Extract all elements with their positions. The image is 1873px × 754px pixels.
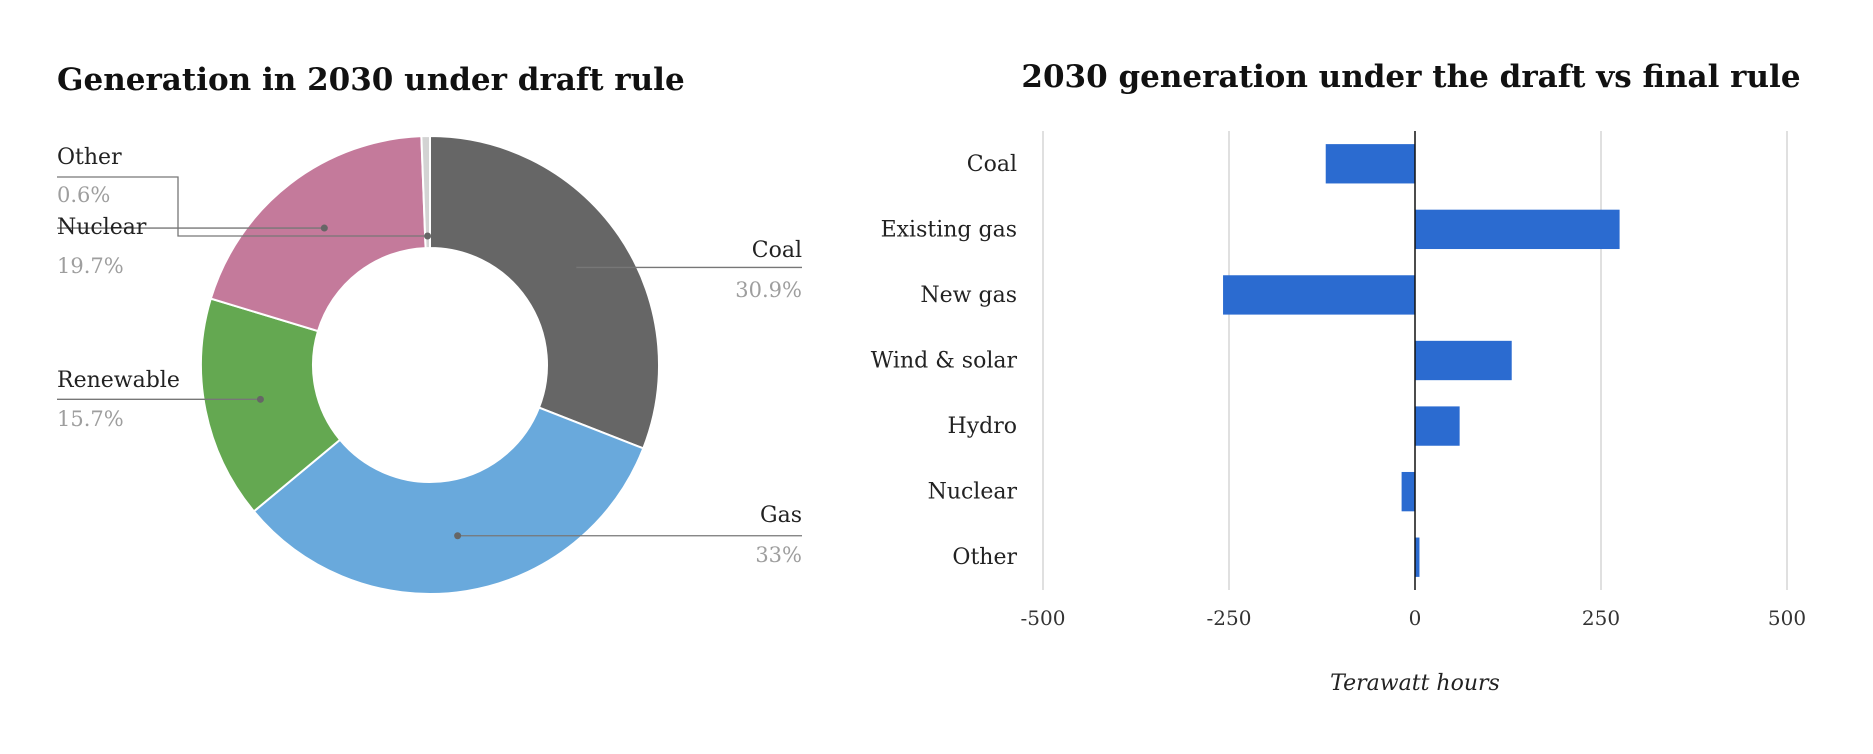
leader-dot-other bbox=[424, 232, 432, 240]
x-tick-label: -500 bbox=[1021, 606, 1066, 630]
bar-hydro bbox=[1415, 406, 1460, 446]
donut-chart: Generation in 2030 under draft rule Othe… bbox=[57, 62, 802, 595]
leader-dot-renewable bbox=[256, 395, 264, 403]
category-label-coal: Coal bbox=[967, 152, 1017, 177]
bar-category-labels: Coal Existing gas New gas Wind & solar Hydro… bbox=[871, 152, 1018, 570]
bar-wind-solar bbox=[1415, 340, 1512, 381]
pie-slice-nuclear bbox=[209, 135, 427, 333]
category-label-other: Other bbox=[952, 545, 1017, 570]
x-tick-label: 0 bbox=[1409, 606, 1422, 630]
bar-existing-gas bbox=[1415, 209, 1620, 250]
donut-chart-title: Generation in 2030 under draft rule bbox=[57, 62, 685, 98]
bar-coal bbox=[1325, 144, 1415, 184]
pie-slice-renewable bbox=[200, 297, 342, 513]
bar-chart-title: 2030 generation under the draft vs final… bbox=[1021, 59, 1800, 95]
slice-label-gas: Gas bbox=[760, 503, 802, 528]
slice-label-nuclear: Nuclear bbox=[57, 215, 147, 240]
slice-value-nuclear: 19.7% bbox=[57, 254, 124, 278]
bar-tick-labels: -500 -250 0 250 500 bbox=[1021, 606, 1807, 630]
pie-slice-coal bbox=[429, 134, 660, 450]
leader-dot-coal bbox=[569, 263, 577, 271]
pie-slice-gas bbox=[252, 406, 645, 595]
category-label-hydro: Hydro bbox=[948, 414, 1017, 439]
category-label-existing-gas: Existing gas bbox=[881, 217, 1017, 242]
slice-label-other: Other bbox=[57, 145, 122, 170]
bar-chart: 2030 generation under the draft vs final… bbox=[871, 59, 1806, 696]
category-label-new-gas: New gas bbox=[920, 283, 1017, 308]
x-tick-label: 500 bbox=[1768, 606, 1806, 630]
leader-line-other bbox=[57, 176, 428, 237]
slice-value-coal: 30.9% bbox=[735, 278, 802, 302]
x-tick-label: 250 bbox=[1582, 606, 1620, 630]
slice-value-gas: 33% bbox=[755, 543, 802, 567]
bar-series bbox=[1223, 144, 1620, 577]
x-tick-label: -250 bbox=[1207, 606, 1252, 630]
donut-leader-lines bbox=[57, 176, 802, 540]
category-label-wind-solar: Wind & solar bbox=[871, 349, 1018, 374]
leader-dot-nuclear bbox=[320, 224, 328, 232]
slice-label-renewable: Renewable bbox=[57, 368, 180, 393]
category-label-nuclear: Nuclear bbox=[928, 480, 1018, 505]
bar-nuclear bbox=[1401, 471, 1415, 512]
bar-gridlines bbox=[1042, 131, 1788, 590]
donut-slices bbox=[200, 134, 660, 595]
bar-other bbox=[1415, 537, 1420, 577]
pie-slice-other bbox=[420, 134, 431, 250]
leader-dot-gas bbox=[454, 532, 462, 540]
slice-label-coal: Coal bbox=[752, 238, 802, 263]
slice-value-other: 0.6% bbox=[57, 183, 110, 207]
bar-new-gas bbox=[1223, 275, 1415, 315]
slice-value-renewable: 15.7% bbox=[57, 407, 124, 431]
x-axis-title: Terawatt hours bbox=[1330, 671, 1500, 696]
